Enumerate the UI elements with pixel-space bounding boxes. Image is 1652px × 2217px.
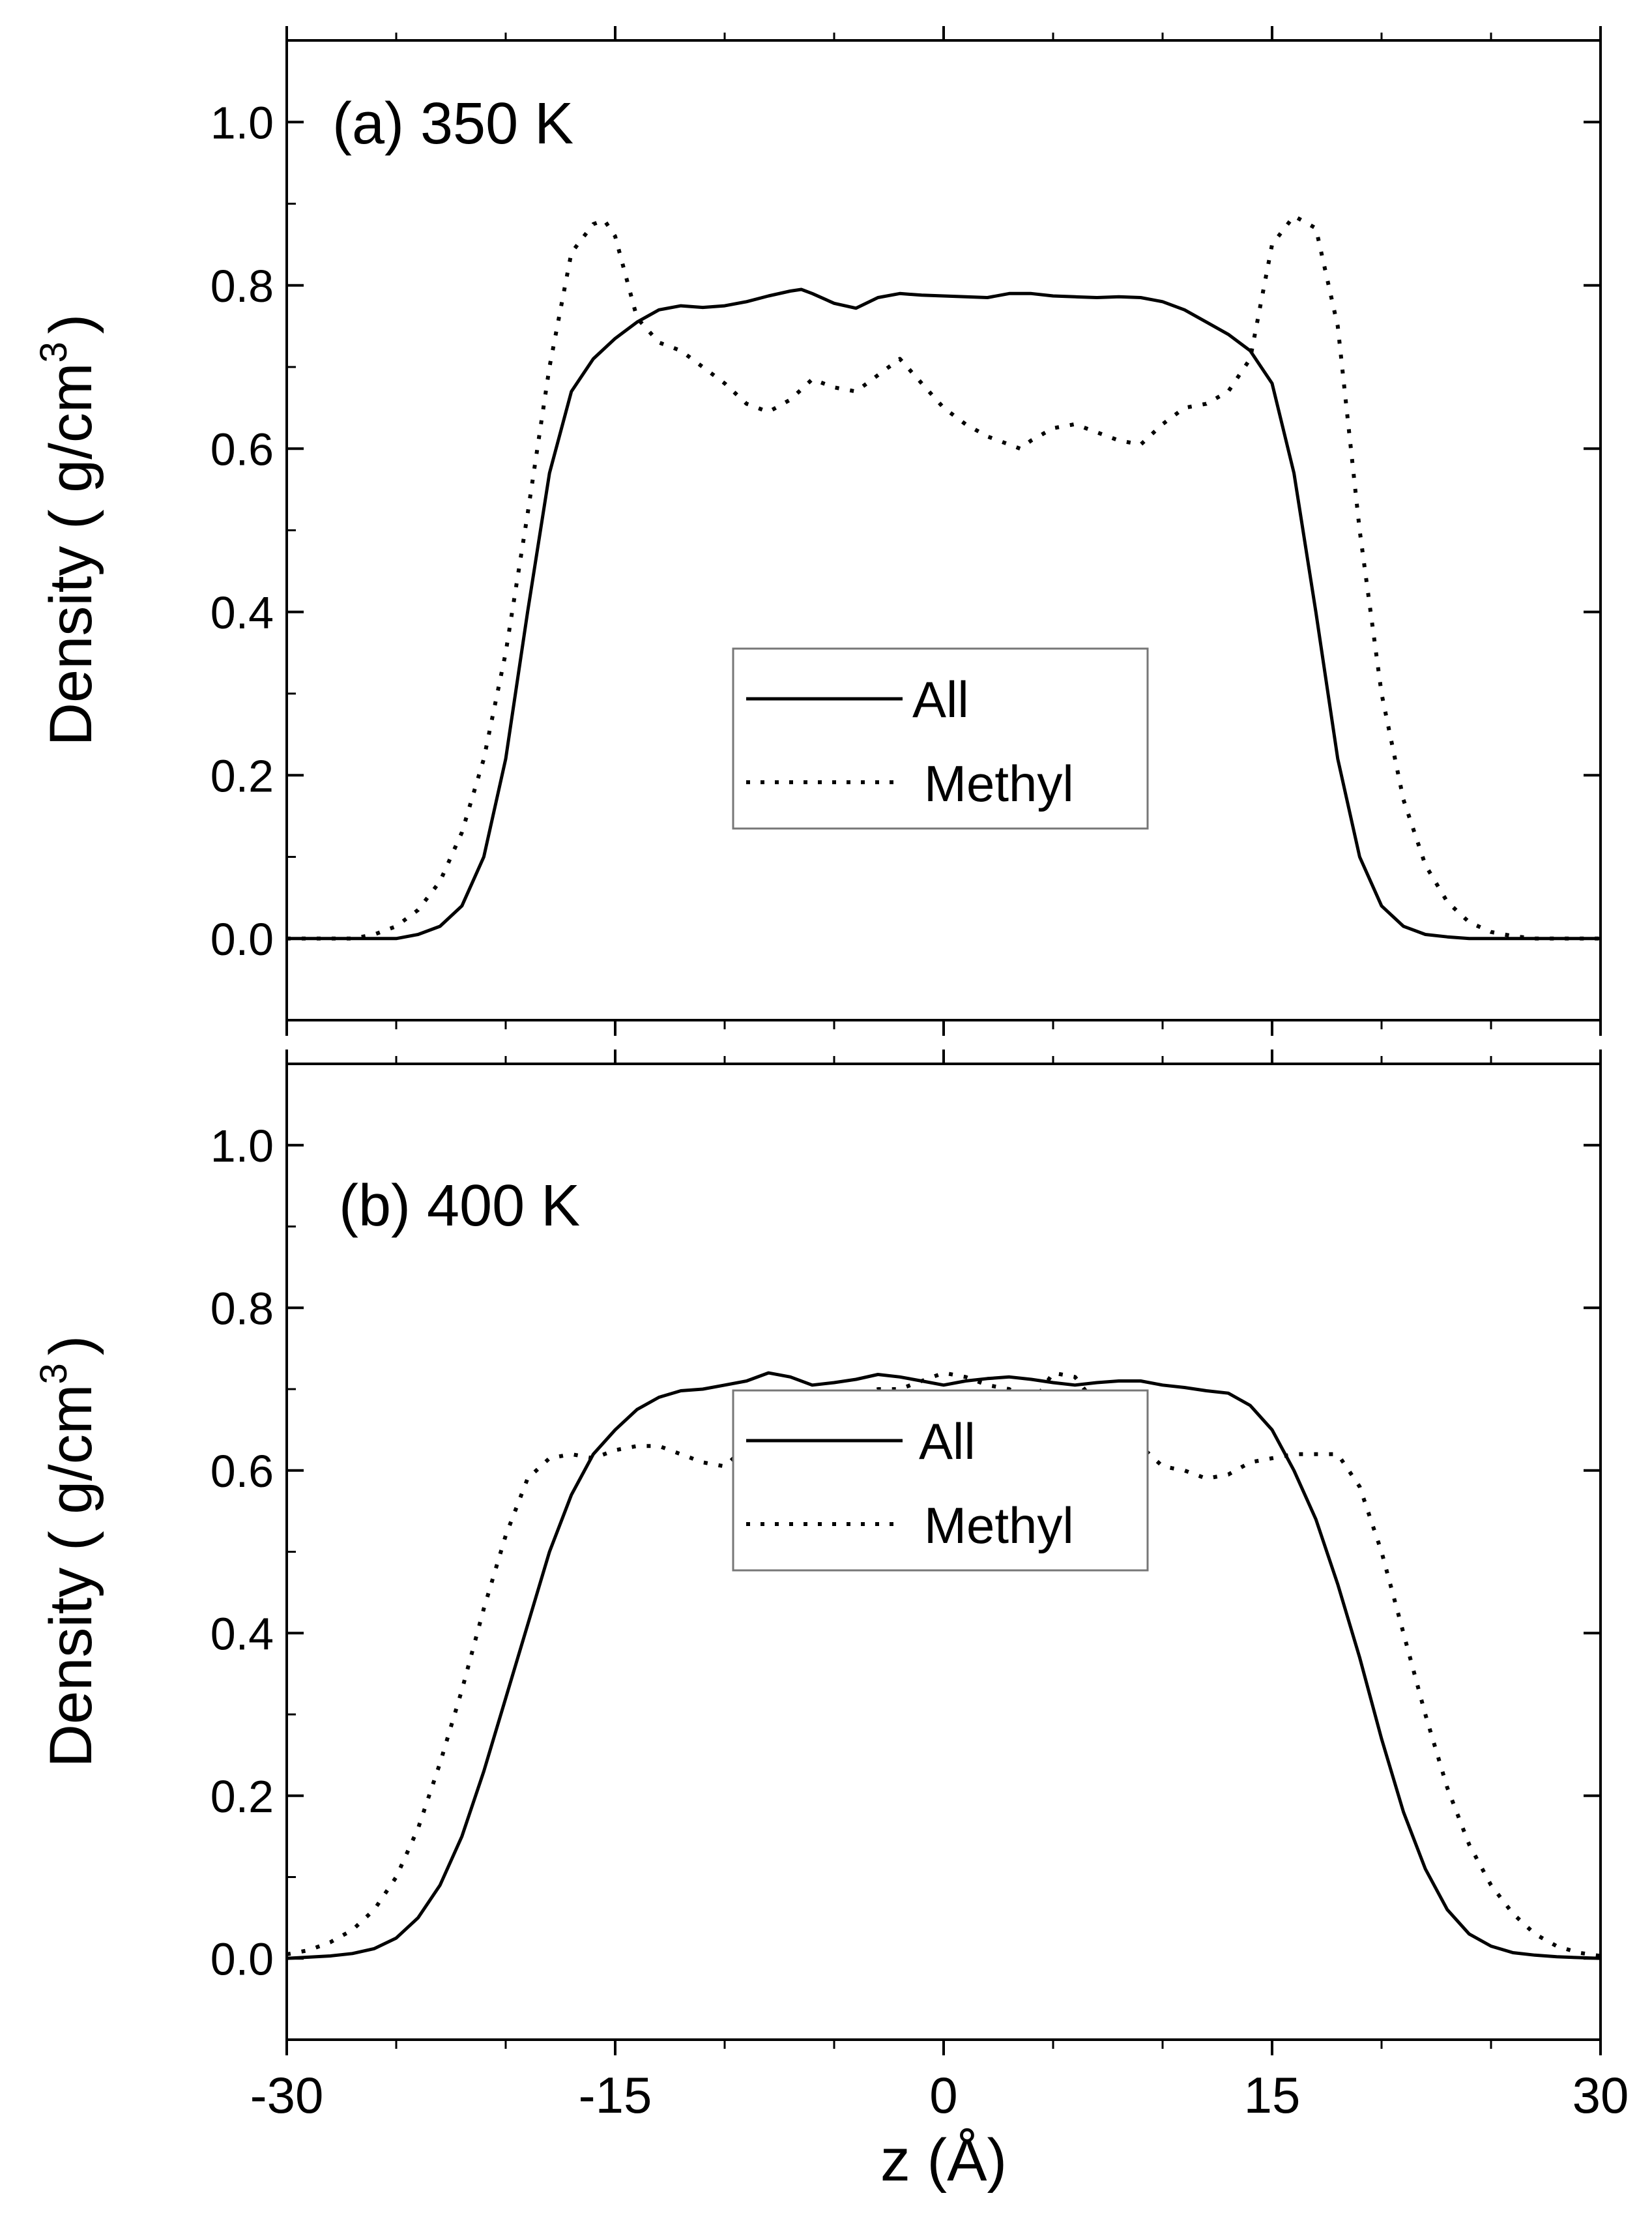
panel-b-x-tick-label: -15 <box>579 2066 652 2124</box>
panel-a-y-tick-label: 0.6 <box>210 424 274 475</box>
panel-b-y-tick-label: 0.2 <box>210 1771 274 1822</box>
panel-a-y-tick-label: 0.4 <box>210 587 274 638</box>
panel-a-y-tick-label: 1.0 <box>210 97 274 148</box>
panel-b-y-tick-label: 0.8 <box>210 1283 274 1334</box>
panel-b-y-tick-label: 0.4 <box>210 1608 274 1659</box>
panel-b-y-tick-label: 1.0 <box>210 1121 274 1171</box>
panel-b-legend-label-methyl: Methyl <box>924 1497 1074 1554</box>
panel-b-x-tick-label: 0 <box>929 2066 957 2124</box>
panel-a-y-tick-label: 0.8 <box>210 261 274 312</box>
panel-b: 0.00.20.40.60.81.0-30 -15 0 15 30 (b) 400 K … <box>33 1050 1629 2124</box>
panel-a-legend-label-all: All <box>912 671 969 728</box>
panel-b-plot-layer <box>286 1371 1601 1960</box>
panel-a-ticks: 0.0 0.2 0.4 0.6 0.8 1.0 <box>210 26 1602 1036</box>
panel-a-legend: All Methyl <box>732 647 1149 830</box>
panel-b-series-all <box>286 1371 1601 1960</box>
panel-b-x-tick-label: -30 <box>250 2066 324 2124</box>
panel-b-legend-box <box>732 1389 1149 1572</box>
panel-b-label: (b) 400 K <box>339 1173 580 1239</box>
panel-a-plot-layer <box>287 214 1601 941</box>
panel-b-x-tick-label: 15 <box>1244 2066 1301 2124</box>
panel-a-label: (a) 350 K <box>332 91 573 156</box>
panel-b-ticks: 0.0 0.2 0.4 0.6 0.8 1.0 -30 -15 0 15 30 <box>210 1050 1629 2124</box>
x-axis-title: z (Å) <box>880 2127 1007 2194</box>
panel-b-y-tick-label: 0.6 <box>210 1446 274 1497</box>
panel-a-series-all <box>287 287 1601 941</box>
panel-b-legend-label-all: All <box>919 1413 976 1470</box>
panel-a-y-axis-title: Density ( g/cm3) <box>33 314 104 746</box>
panel-a-y-tick-label: 0.2 <box>210 750 274 801</box>
panel-a-legend-box <box>732 647 1149 830</box>
panel-b-y-axis-title: Density ( g/cm3) <box>33 1336 104 1768</box>
panel-b-legend: All Methyl <box>732 1389 1149 1572</box>
panel-a: 0.0 0.2 0.4 0.6 0.8 1.0 (a) 350 K Density ( g… <box>33 26 1602 1036</box>
panel-a-y-tick-label: 0.0 <box>210 914 274 965</box>
panel-b-x-tick-label: 30 <box>1572 2066 1629 2124</box>
panel-a-legend-label-methyl: Methyl <box>924 755 1074 812</box>
panel-b-y-tick-label: 0.0 <box>210 1933 274 1984</box>
